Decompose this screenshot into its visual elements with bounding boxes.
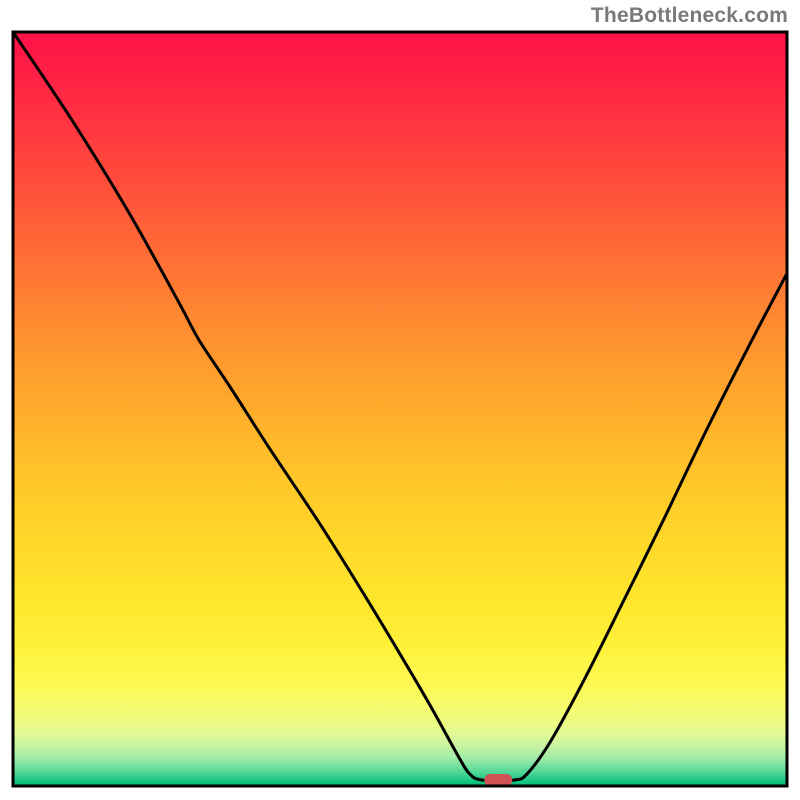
bottleneck-chart: [0, 0, 800, 800]
optimal-point-marker: [484, 774, 512, 786]
chart-background-gradient: [13, 32, 787, 786]
